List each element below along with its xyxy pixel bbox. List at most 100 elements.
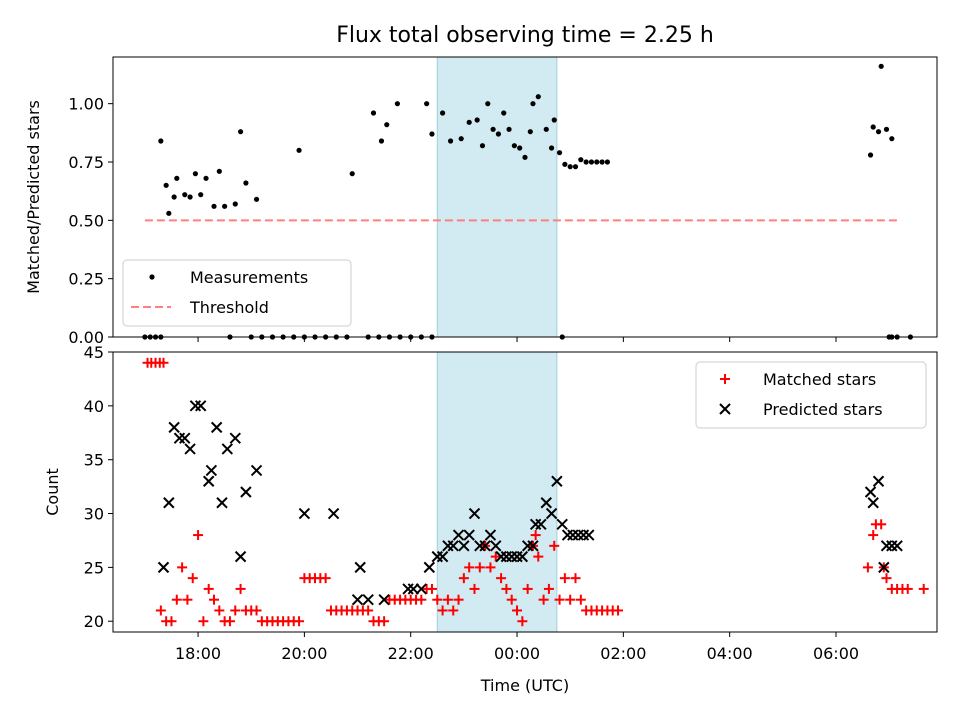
measurement-point [490, 126, 496, 132]
measurement-point [458, 136, 464, 142]
matched-star-point [224, 616, 235, 627]
matched-star-point [177, 562, 188, 573]
matched-star-point [530, 530, 541, 541]
predicted-star-point [583, 529, 595, 541]
predicted-star-point [229, 432, 241, 444]
legend-label: Predicted stars [763, 400, 883, 419]
predicted-star-point [867, 497, 879, 509]
measurement-point [158, 138, 164, 144]
measurement-point [535, 94, 541, 100]
measurement-point [237, 129, 244, 135]
y-tick-label: 35 [84, 451, 104, 470]
measurement-point [517, 145, 523, 151]
x-tick-label: 20:00 [281, 644, 327, 663]
matched-star-point [182, 594, 193, 605]
measurement-point [163, 182, 169, 188]
measurement-point [171, 194, 177, 200]
predicted-star-point [216, 497, 228, 509]
predicted-star-point [298, 507, 311, 520]
matched-star-point [453, 594, 464, 605]
measurement-point [567, 164, 573, 170]
predicted-star-point [545, 507, 558, 520]
predicted-star-point [184, 443, 196, 455]
chart-title: Flux total observing time = 2.25 h [336, 23, 714, 48]
measurement-point [370, 110, 377, 116]
predicted-star-point [195, 400, 207, 412]
predicted-star-point [423, 561, 436, 574]
predicted-star-point [878, 561, 890, 574]
predicted-star-point [378, 593, 390, 606]
predicted-star-point [864, 486, 877, 498]
predicted-star-point [479, 540, 491, 552]
measurement-point [506, 126, 512, 132]
measurement-point [466, 119, 472, 125]
measurement-point [474, 117, 480, 123]
matched-star-point [294, 616, 305, 627]
y-tick-label: 0.25 [68, 270, 104, 289]
predicted-star-point [234, 550, 247, 563]
matched-star-point [426, 583, 437, 594]
y-tick-label: 1.00 [68, 95, 104, 114]
y-tick-label: 20 [84, 612, 104, 631]
measurement-point [594, 159, 600, 165]
legend-label: Threshold [189, 298, 269, 317]
matched-star-point [575, 594, 586, 605]
matched-star-point [187, 573, 198, 584]
matched-star-point [166, 616, 177, 627]
matched-star-point [320, 573, 331, 584]
x-tick-label: 18:00 [175, 644, 221, 663]
measurement-point [604, 159, 611, 165]
measurement-point [530, 101, 536, 107]
predicted-star-point [468, 507, 481, 520]
matched-star-point [432, 594, 443, 605]
y-tick-label: 40 [84, 397, 104, 416]
predicted-star-point [535, 518, 547, 531]
y-tick-label: 45 [84, 343, 104, 362]
predicted-star-point [891, 540, 903, 552]
predicted-star-point [490, 540, 502, 552]
x-tick-label: 06:00 [813, 644, 859, 663]
measurement-point [378, 138, 385, 144]
measurement-point [588, 159, 595, 165]
matched-star-point [485, 562, 496, 573]
measurement-point [889, 136, 895, 142]
predicted-star-point [351, 593, 364, 606]
matched-star-point [198, 616, 209, 627]
measurement-point [211, 203, 217, 209]
predicted-star-point [447, 540, 459, 552]
measurement-point [447, 138, 454, 144]
measurement-point [551, 117, 557, 123]
measurement-point [875, 129, 882, 135]
predicted-star-point [540, 497, 552, 509]
measurement-point [583, 159, 589, 165]
measurement-point [548, 145, 555, 151]
measurement-point [599, 159, 605, 165]
matched-star-point [437, 605, 448, 616]
matched-star-point [533, 551, 544, 562]
measurement-point [394, 101, 401, 107]
shaded-span [436, 351, 558, 633]
legend-box [122, 259, 352, 327]
measurement-point [222, 203, 228, 209]
predicted-star-point [458, 540, 470, 552]
matched-star-point [458, 573, 469, 584]
top-panel: 0.00 0.25 0.50 0.75 1.00 Matched/Predicted st… [24, 56, 938, 347]
predicted-star-point [527, 540, 539, 552]
matched-star-point [522, 583, 533, 594]
matched-star-point [613, 605, 624, 616]
matched-star-point [193, 530, 204, 541]
shaded-span [436, 56, 558, 338]
predicted-star-point [221, 443, 234, 455]
matched-star-point [474, 562, 485, 573]
measurement-point [203, 175, 209, 181]
measurement-point [572, 164, 579, 170]
legend-measurement-swatch [149, 274, 155, 280]
legend: Measurements Threshold [122, 259, 352, 327]
matched-star-point [490, 551, 501, 562]
measurement-point [187, 194, 193, 200]
x-tick-label: 04:00 [707, 644, 753, 663]
predicted-star-point [436, 550, 449, 563]
measurement-point [296, 147, 302, 153]
measurement-point [479, 143, 486, 149]
predicted-star-point [202, 475, 215, 487]
